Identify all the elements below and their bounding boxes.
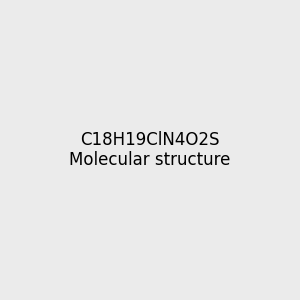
Text: C18H19ClN4O2S
Molecular structure: C18H19ClN4O2S Molecular structure xyxy=(69,130,231,170)
